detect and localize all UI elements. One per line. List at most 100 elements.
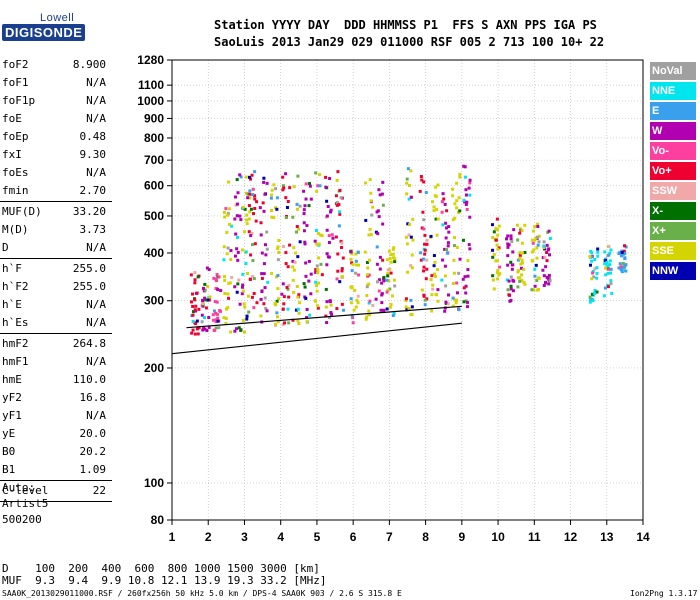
echo-point (516, 258, 520, 262)
echo-point (192, 310, 196, 314)
echo-point (194, 304, 198, 308)
echo-point (302, 229, 306, 233)
echo-point (451, 187, 455, 191)
echo-point (589, 263, 593, 267)
echo-point (265, 309, 269, 313)
echo-point (224, 316, 228, 320)
logo-lowell: Lowell (40, 12, 75, 24)
echo-point (340, 245, 344, 249)
echo-point (241, 318, 245, 322)
echo-point (517, 269, 521, 273)
echo-point (233, 329, 237, 333)
echo-point (262, 302, 266, 306)
echo-point (284, 216, 288, 220)
echo-point (238, 173, 242, 177)
echo-point (303, 204, 307, 208)
echo-point (409, 169, 413, 173)
echo-point (433, 194, 437, 198)
echo-point (244, 250, 248, 254)
echo-point (191, 304, 195, 308)
echo-point (324, 287, 328, 291)
echo-point (247, 310, 251, 314)
echo-point (491, 248, 495, 252)
echo-point (191, 313, 195, 317)
echo-point (325, 300, 329, 304)
echo-point (410, 266, 414, 270)
echo-point (533, 267, 537, 271)
echo-point (386, 288, 390, 292)
echo-point (243, 230, 247, 234)
echo-point (535, 278, 539, 282)
echo-point (253, 242, 257, 246)
echo-point (284, 251, 288, 255)
param-row: fxI 9.30 (0, 146, 112, 164)
echo-point (606, 271, 610, 275)
echo-point (386, 274, 390, 278)
echo-point (370, 213, 374, 217)
echo-point (215, 279, 219, 283)
echo-point (380, 192, 384, 196)
y-tick-label: 1280 (137, 53, 164, 67)
echo-point (446, 302, 450, 306)
legend: NoVal NNE E W Vo- Vo+ SSW X- X+ SSE NNW (650, 62, 696, 282)
echo-point (516, 285, 520, 289)
echo-point (462, 198, 466, 202)
echo-point (229, 257, 233, 261)
echo-point (461, 277, 465, 281)
echo-point (518, 279, 522, 283)
echo-point (407, 197, 411, 201)
echo-point (537, 287, 541, 291)
echo-point (523, 223, 527, 227)
echo-point (265, 247, 269, 251)
echo-point (495, 217, 499, 221)
param-label: C-level (2, 484, 49, 497)
echo-point (298, 204, 302, 208)
echo-point (381, 203, 385, 207)
echo-point (215, 312, 219, 316)
echo-point (196, 275, 200, 279)
echo-point (196, 332, 200, 336)
echo-point (468, 178, 472, 182)
y-tick-label: 100 (144, 476, 164, 490)
echo-point (441, 223, 445, 227)
echo-point (245, 222, 249, 226)
echo-point (308, 184, 312, 188)
echo-point (216, 316, 220, 320)
param-label: foF1p (2, 94, 36, 107)
echo-point (341, 308, 345, 312)
echo-point (253, 194, 257, 198)
echo-point (392, 278, 396, 282)
echo-point (294, 308, 298, 312)
echo-point (215, 273, 219, 277)
echo-point (592, 275, 596, 279)
y-tick-label: 700 (144, 153, 164, 167)
echo-point (327, 316, 331, 320)
echo-point (387, 279, 391, 283)
echo-point (253, 206, 257, 210)
echo-point (364, 218, 368, 222)
echo-point (203, 327, 207, 331)
y-tick-label: 800 (144, 131, 164, 145)
echo-point (522, 267, 526, 271)
echo-point (307, 259, 311, 263)
echo-point (193, 308, 197, 312)
echo-point (446, 244, 450, 248)
echo-point (375, 245, 379, 249)
echo-point (492, 253, 496, 257)
echo-point (286, 265, 290, 269)
param-label: foEp (2, 130, 29, 143)
echo-point (604, 258, 608, 262)
echo-point (241, 205, 245, 209)
echo-point (296, 295, 300, 299)
echo-point (193, 332, 197, 336)
echo-point (251, 259, 255, 263)
echo-point (270, 271, 274, 275)
echo-point (455, 281, 459, 285)
echo-point (455, 206, 459, 210)
echo-point (248, 210, 252, 214)
echo-point (280, 292, 284, 296)
echo-point (335, 178, 339, 182)
echo-point (277, 297, 281, 301)
echo-point (194, 322, 198, 326)
